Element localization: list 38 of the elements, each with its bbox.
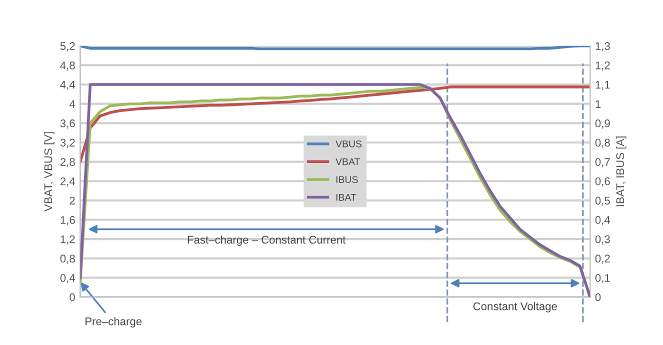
y-tick-label: 0: [70, 293, 75, 302]
y2-tick-label: 0,8: [595, 138, 610, 148]
y2-tick-label: 0,5: [595, 196, 610, 206]
y-axis-title: VBAT, VBUS [V]: [44, 132, 54, 212]
y-tick-label: 3,6: [60, 119, 75, 129]
legend-label: VBUS: [336, 140, 362, 148]
annotation: Fast–charge – Constant Current: [188, 236, 346, 246]
legend-label: IBAT: [336, 194, 356, 201]
y-tick-label: 2: [70, 196, 75, 204]
y2-tick-label: 1,3: [596, 42, 610, 52]
y-tick-label: 3,2: [60, 138, 75, 148]
y-tick-label: 1,6: [60, 216, 75, 226]
y2-tick-label: 0,7: [595, 158, 610, 168]
y2-tick-label: 0: [595, 293, 601, 302]
line-series: [80, 86, 590, 164]
text: Constant Voltage: [473, 302, 557, 312]
text: Pre–charge: [86, 317, 142, 328]
y-tick-label: 2,8: [60, 158, 75, 168]
legend-label: IBUS: [336, 176, 358, 183]
y2-tick-label: 1,1: [596, 80, 610, 90]
y-tick-label: 4,8: [60, 61, 75, 71]
y2-tick-label: 0,4: [595, 216, 610, 226]
y2-tick-label: 0,1: [595, 274, 610, 284]
y-tick-label: 4,4: [60, 80, 76, 90]
y2-tick-label: 1: [596, 100, 601, 108]
y2-tick-label: 0,2: [595, 254, 610, 264]
y2-tick-label: 0,3: [595, 235, 610, 245]
y2-tick-label: 0,9: [595, 119, 610, 129]
y-tick-label: 5,2: [60, 42, 75, 52]
legend-label: VBAT: [336, 158, 360, 166]
y-tick-label: 1,2: [60, 235, 75, 245]
y-tick-label: 4: [69, 100, 76, 108]
y-tick-label: 0,4: [60, 274, 76, 284]
y2-axis-title: IBAT, IBUS [A]: [616, 136, 626, 206]
y2-tick-label: 1,2: [596, 61, 610, 71]
y-tick-label: 0,8: [60, 254, 75, 264]
y2-tick-label: 0,6: [595, 177, 610, 187]
y-tick-label: 2,4: [60, 177, 76, 187]
